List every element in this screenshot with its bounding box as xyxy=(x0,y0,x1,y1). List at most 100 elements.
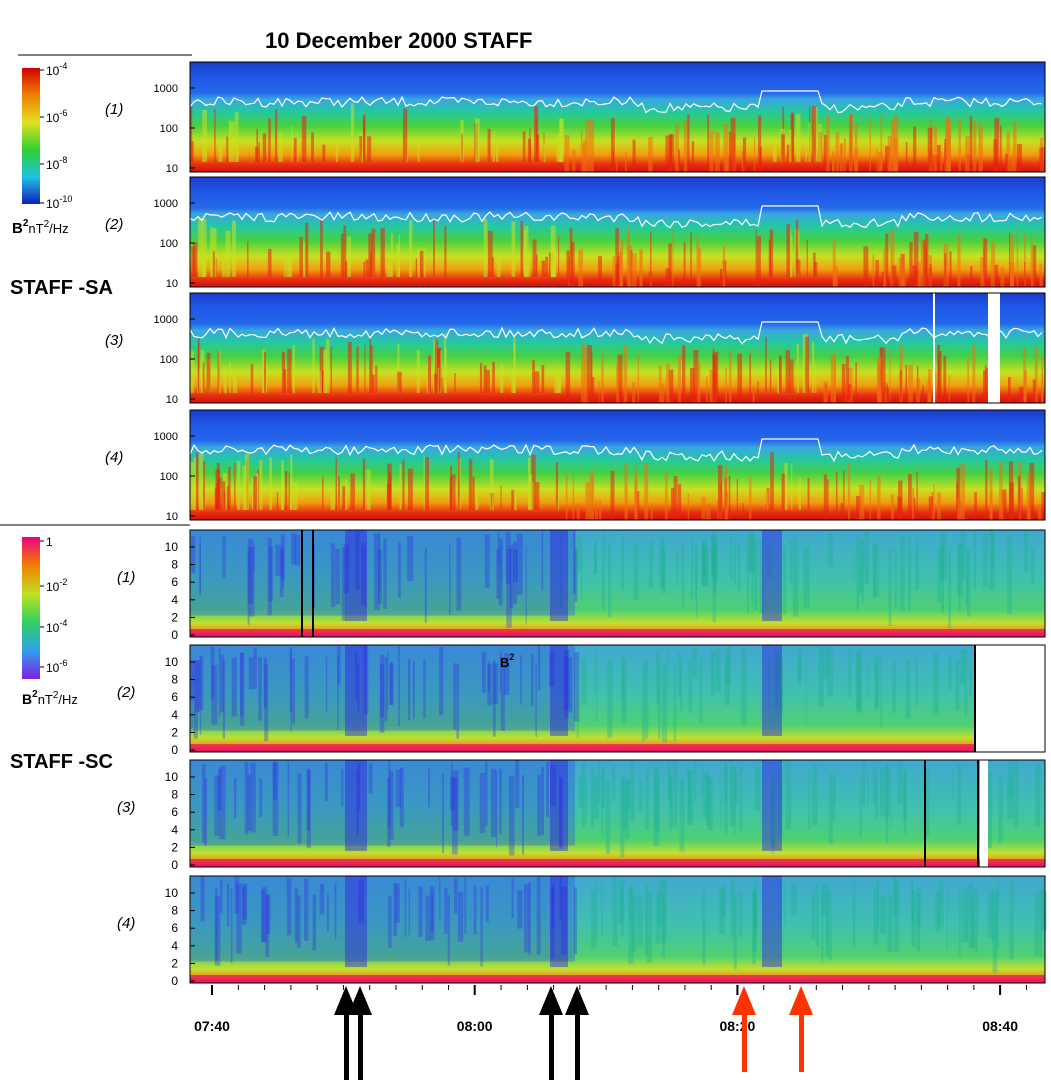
spectrogram-texture xyxy=(594,538,597,575)
unit-label: B2nT2/Hz xyxy=(22,689,78,707)
spectrogram-texture xyxy=(650,503,653,520)
spectrogram-texture xyxy=(335,457,337,510)
spectrogram-texture xyxy=(974,888,978,954)
spectrogram-texture xyxy=(864,531,869,585)
spectrogram-texture xyxy=(317,370,322,393)
spectrogram-texture xyxy=(990,491,993,520)
spectrogram-texture xyxy=(593,775,599,819)
spectrogram-texture xyxy=(194,660,201,713)
spectrogram-texture xyxy=(724,464,728,520)
spectrogram-texture xyxy=(795,220,799,277)
spectrogram-texture xyxy=(689,368,695,403)
spectrogram-texture xyxy=(330,490,336,510)
spectrogram-texture xyxy=(941,546,944,613)
spectrogram-texture xyxy=(275,109,278,162)
spectrogram-texture xyxy=(383,538,387,609)
spectrogram-texture xyxy=(395,769,402,808)
y-tick-label: 2 xyxy=(171,840,178,854)
spectrogram-texture xyxy=(897,496,902,520)
y-tick-label: 8 xyxy=(171,558,178,572)
spectrogram-texture xyxy=(808,122,811,162)
colorbar-base: 10 xyxy=(46,621,60,635)
spectrogram-texture xyxy=(525,546,527,625)
spectrogram-texture xyxy=(833,265,838,287)
spectrogram-texture xyxy=(509,544,514,609)
spectrogram-texture xyxy=(425,456,429,510)
spectrogram-texture xyxy=(247,539,254,604)
spectrogram-texture xyxy=(832,776,836,821)
spectrogram-texture xyxy=(628,887,634,965)
spectrogram-texture xyxy=(997,876,1000,911)
spectrogram-texture xyxy=(841,363,846,403)
spectrogram-texture xyxy=(292,658,295,724)
colorbar-base: 1 xyxy=(46,535,53,549)
spectrogram-texture xyxy=(500,485,502,510)
y-tick-label: 1000 xyxy=(154,314,178,326)
spectrogram-texture xyxy=(429,886,435,941)
spectrogram-texture xyxy=(840,503,843,520)
spectrogram-texture xyxy=(219,765,226,840)
spectrogram-texture xyxy=(957,543,964,597)
spectrogram-texture xyxy=(492,256,494,277)
spectrogram-texture xyxy=(867,662,870,699)
spectrogram-texture xyxy=(439,646,444,716)
spectrogram-texture xyxy=(210,647,215,700)
spectrogram-texture xyxy=(212,251,215,277)
spectrogram-texture xyxy=(650,240,652,287)
spectrogram-texture xyxy=(258,142,260,162)
spectrogram-texture xyxy=(281,478,284,510)
spectrogram-texture xyxy=(970,265,973,287)
spectrogram-texture xyxy=(386,483,390,510)
spectrogram-texture xyxy=(377,549,383,604)
spectrogram-texture xyxy=(959,649,966,685)
spectrogram-texture xyxy=(580,130,583,172)
colorbar-base: 10 xyxy=(46,661,60,675)
spectrogram-texture xyxy=(226,486,230,510)
spectrogram-texture xyxy=(709,369,713,403)
spectrogram-texture xyxy=(880,895,886,935)
spectrogram-texture xyxy=(894,549,898,609)
spectrogram-texture xyxy=(390,771,394,840)
spectrogram-texture xyxy=(736,478,738,520)
spectrogram-texture xyxy=(312,894,316,951)
spectrogram-texture xyxy=(561,886,568,955)
spectrogram-texture xyxy=(965,136,970,172)
spectrogram-texture xyxy=(232,220,236,277)
spectrogram-texture xyxy=(423,455,425,510)
spectrogram-band xyxy=(550,530,568,621)
spectrogram-texture xyxy=(969,116,973,172)
spectrogram-texture xyxy=(228,467,231,510)
spectrogram-texture xyxy=(733,541,736,586)
spectrogram-texture xyxy=(206,352,211,393)
spectrogram-texture xyxy=(741,648,747,726)
spectrogram-texture xyxy=(475,118,480,162)
spectrogram-texture xyxy=(759,147,762,172)
spectrogram-texture xyxy=(218,350,221,393)
spectrogram-texture xyxy=(292,345,295,393)
spectrogram-texture xyxy=(492,489,494,510)
spectrogram-band xyxy=(345,760,367,851)
spectrogram-texture xyxy=(487,661,491,693)
spectrogram-texture xyxy=(645,769,649,830)
spectrogram-texture xyxy=(576,503,580,520)
spectrogram-texture xyxy=(723,123,729,172)
y-tick-label: 2 xyxy=(171,610,178,624)
spectrogram-texture xyxy=(571,149,576,172)
spectrogram-texture xyxy=(873,543,880,597)
spectrogram-texture xyxy=(573,887,577,955)
spectrogram-texture xyxy=(367,136,372,162)
spectrogram-texture xyxy=(724,766,728,834)
spectrogram-texture xyxy=(719,888,725,935)
spectrogram-texture xyxy=(496,548,500,599)
spectrogram-texture xyxy=(343,225,347,277)
spectrogram-texture xyxy=(796,343,799,393)
spectrogram-texture xyxy=(549,651,555,687)
spectrogram-texture xyxy=(320,218,323,277)
spectrogram-texture xyxy=(364,469,367,510)
spectrogram-texture xyxy=(531,454,536,510)
spectrogram-texture xyxy=(728,351,732,403)
colorbar-base: 10 xyxy=(46,111,60,125)
spectrogram-texture xyxy=(756,236,761,287)
spectrogram-texture xyxy=(442,773,444,854)
spectrogram-texture xyxy=(447,894,450,966)
